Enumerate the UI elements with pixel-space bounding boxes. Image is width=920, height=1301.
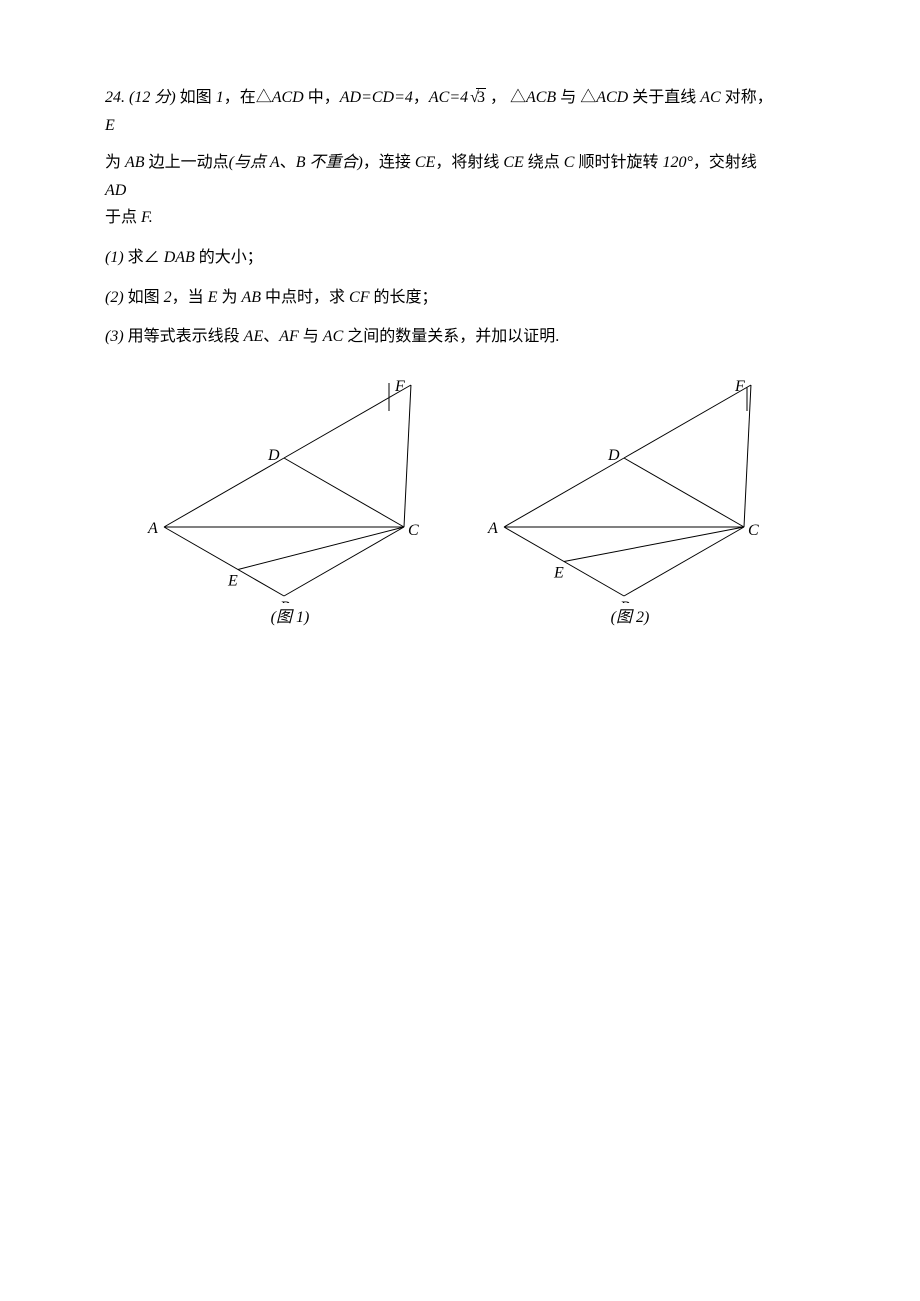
intro-p8: 对称， — [721, 89, 773, 106]
q1n: (1) — [105, 249, 124, 266]
q3p3: 与 — [299, 328, 323, 345]
figure-1-block: A C D B E F (图 1) — [140, 375, 440, 631]
q3ae: AE — [244, 328, 264, 345]
q2ab: AB — [241, 289, 261, 306]
question-1: (1) 求∠ DAB 的大小； — [105, 245, 815, 271]
svg-text:C: C — [408, 522, 419, 539]
svg-text:B: B — [280, 599, 290, 603]
line2: E — [105, 113, 815, 139]
svg-text:E: E — [227, 572, 238, 589]
triangle-2: △ — [510, 89, 526, 106]
intro-tri3: ACD — [596, 89, 628, 106]
q3p4: 之间的数量关系，并加以证明. — [343, 328, 559, 345]
line2-e: E — [105, 117, 115, 134]
l3p1: 为 — [105, 154, 125, 171]
line5: 于点 F. — [105, 205, 815, 231]
question-3: (3) 用等式表示线段 AE、AF 与 AC 之间的数量关系，并加以证明. — [105, 324, 815, 350]
svg-text:F: F — [394, 378, 405, 395]
q3n: (3) — [105, 328, 124, 345]
q2p3: 为 — [217, 289, 241, 306]
l3p2: 边上一动点 — [145, 154, 229, 171]
l5f: F. — [141, 209, 153, 226]
svg-text:B: B — [620, 599, 630, 603]
l3ce2: CE — [503, 154, 523, 171]
figure-1-diagram: A C D B E F — [140, 375, 440, 603]
l3b: B — [296, 154, 306, 171]
figure-2-diagram: A C D B E F — [480, 375, 780, 603]
line4: AD — [105, 178, 815, 204]
intro-p5: ， — [486, 89, 510, 106]
q1a: DAB — [160, 249, 195, 266]
intro-p1: 如图 — [180, 89, 216, 106]
triangle-1: △ — [256, 89, 272, 106]
svg-text:E: E — [553, 564, 564, 581]
l3deg: 120° — [662, 154, 692, 171]
figures-container: A C D B E F (图 1) A C D B E F (图 2) — [105, 375, 815, 631]
angle-icon: ∠ — [144, 249, 160, 266]
svg-text:D: D — [607, 447, 620, 464]
q1p2: 的大小； — [195, 249, 263, 266]
l3p10: ，交射线 — [693, 154, 757, 171]
intro-fig1: 1 — [216, 89, 224, 106]
figure-1-caption: (图 1) — [271, 605, 310, 631]
figure-2-block: A C D B E F (图 2) — [480, 375, 780, 631]
l3p6: ，连接 — [363, 154, 415, 171]
l3c: C — [564, 154, 575, 171]
svg-text:A: A — [487, 520, 498, 537]
problem-header: 24. (12 分) 如图 1，在△ACD 中，AD=CD=4，AC=43 ， … — [105, 85, 815, 111]
svg-text:C: C — [748, 522, 759, 539]
svg-text:A: A — [147, 520, 158, 537]
q3p1: 用等式表示线段 — [124, 328, 244, 345]
intro-ac: AC — [700, 89, 720, 106]
q2p2: ，当 — [172, 289, 208, 306]
l3p7: ，将射线 — [435, 154, 503, 171]
triangle-3: △ — [580, 89, 596, 106]
q3ac: AC — [323, 328, 343, 345]
q1p1: 求 — [124, 249, 144, 266]
l3p9: 顺时针旋转 — [574, 154, 662, 171]
l3ab: AB — [125, 154, 145, 171]
intro-tri2: ACB — [526, 89, 556, 106]
l3a: A — [270, 154, 280, 171]
q2cf: CF — [349, 289, 369, 306]
problem-number: 24. — [105, 89, 125, 106]
sqrt-radicand: 3 — [476, 88, 486, 106]
l3p4: 、 — [280, 154, 296, 171]
intro-p3: 中， — [304, 89, 340, 106]
intro-p6: 与 — [556, 89, 580, 106]
l3p8: 绕点 — [524, 154, 564, 171]
intro-p7: 关于直线 — [628, 89, 700, 106]
l3p3: (与点 — [229, 154, 270, 171]
q2p1: 如图 — [124, 289, 164, 306]
q2p4: 中点时，求 — [261, 289, 349, 306]
intro-p2: ，在 — [224, 89, 256, 106]
sqrt-icon: 3 — [468, 85, 486, 111]
figure-2-caption: (图 2) — [611, 605, 650, 631]
l3ce: CE — [415, 154, 435, 171]
problem-points: (12 分) — [129, 89, 176, 106]
l4ad: AD — [105, 182, 126, 199]
line3: 为 AB 边上一动点(与点 A、B 不重合)，连接 CE，将射线 CE 绕点 C… — [105, 150, 815, 176]
intro-eq2a: AC=4 — [429, 89, 468, 106]
q2e: E — [208, 289, 218, 306]
q2p5: 的长度； — [370, 289, 438, 306]
q3p2: 、 — [263, 328, 279, 345]
intro-eq1: AD=CD=4 — [340, 89, 413, 106]
q2f: 2 — [164, 289, 172, 306]
intro-p4: ， — [413, 89, 429, 106]
intro-tri1: ACD — [272, 89, 304, 106]
q3af: AF — [279, 328, 299, 345]
svg-text:D: D — [267, 447, 280, 464]
l3p5: 不重合) — [306, 154, 363, 171]
q2n: (2) — [105, 289, 124, 306]
question-2: (2) 如图 2，当 E 为 AB 中点时，求 CF 的长度； — [105, 285, 815, 311]
svg-text:F: F — [734, 378, 745, 395]
l5p1: 于点 — [105, 209, 141, 226]
